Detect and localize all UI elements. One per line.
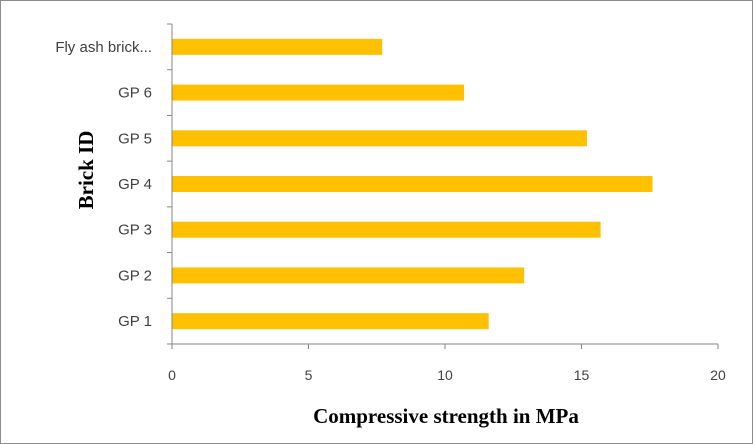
plot-area: GP 1 GP 2 GP 3 GP 4 GP 5 GP 6 Fly ash brick...…	[55, 23, 726, 383]
x-tick-label: 0	[168, 367, 176, 383]
y-tick-label: GP 2	[118, 267, 152, 284]
x-tick-label: 20	[710, 367, 726, 383]
y-tick-label: GP 3	[118, 222, 152, 239]
bar	[172, 38, 383, 55]
bar	[172, 267, 525, 284]
bar	[172, 221, 601, 238]
y-tick-label: GP 5	[118, 130, 152, 147]
y-tick-label: GP 6	[118, 85, 152, 102]
y-tick-label: GP 4	[118, 176, 152, 193]
bar	[172, 176, 653, 192]
bar	[172, 84, 465, 101]
y-tick-label: GP 1	[118, 313, 152, 330]
x-tick-label: 10	[437, 367, 453, 383]
bar	[172, 130, 587, 147]
x-axis-title: Compressive strength in MPa	[313, 404, 579, 428]
x-tick-label: 15	[574, 367, 590, 383]
bar	[172, 313, 489, 330]
x-tick-label: 5	[305, 367, 313, 383]
y-axis-title: Brick ID	[74, 131, 98, 210]
y-tick-label: Fly ash brick...	[55, 39, 152, 56]
